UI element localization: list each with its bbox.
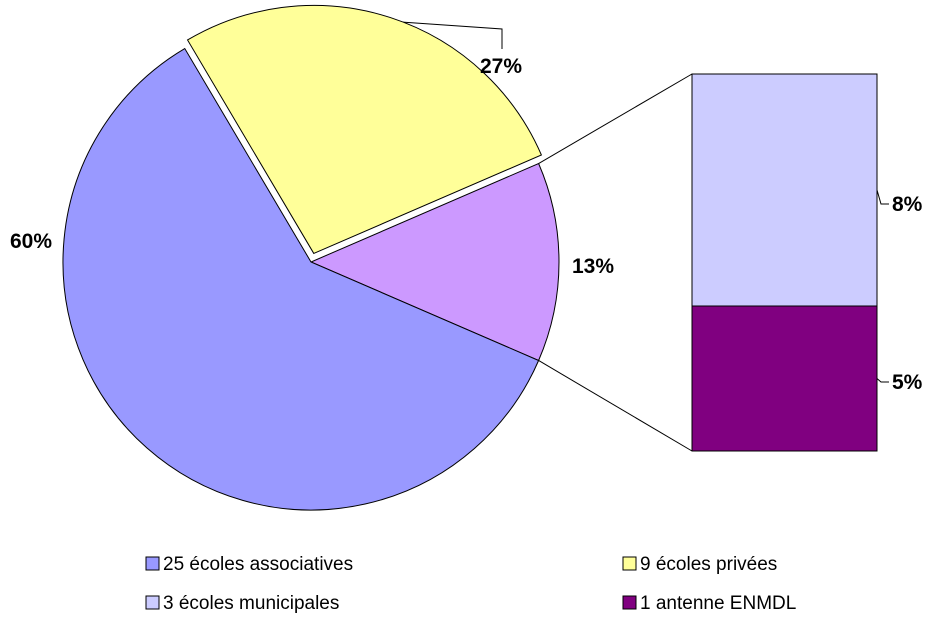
leader-line-municipales [876, 189, 889, 205]
connector-line-top [538, 73, 693, 164]
legend-item-municipales: 3 écoles municipales [145, 593, 339, 614]
leader-line-antenne [876, 378, 889, 383]
legend-item-privees: 9 écoles privées [622, 554, 777, 575]
data-labels: 60% 27% 13% 8% 5% [10, 55, 923, 394]
legend-label-municipales: 3 écoles municipales [163, 593, 339, 614]
legend-item-associatives: 25 écoles associatives [145, 554, 353, 575]
legend-item-antenne: 1 antenne ENMDL [622, 593, 796, 614]
bar-segment-municipales [691, 73, 878, 307]
pie-slice-privees [186, 4, 543, 255]
pie-slice-associatives [62, 47, 540, 511]
connector-line-bottom [538, 360, 693, 452]
data-label-associatives: 60% [10, 230, 52, 253]
breakout-bar [691, 73, 878, 452]
data-label-privees: 27% [480, 55, 522, 78]
legend-swatch-privees [622, 556, 637, 571]
pie-slice-municipales-antenne [309, 162, 560, 362]
data-label-municipales: 8% [892, 193, 923, 216]
legend-swatch-municipales [145, 595, 160, 610]
legend-swatch-antenne [622, 595, 637, 610]
data-label-municipales-antenne: 13% [572, 255, 614, 278]
pie-slices [62, 4, 560, 511]
legend-label-antenne: 1 antenne ENMDL [640, 593, 796, 614]
data-label-antenne: 5% [892, 371, 923, 394]
legend-swatch-associatives [145, 556, 160, 571]
legend-label-privees: 9 écoles privées [640, 554, 777, 575]
legend-label-associatives: 25 écoles associatives [163, 554, 353, 575]
bar-segment-antenne [691, 305, 878, 452]
legend: 25 écoles associatives 9 écoles privées … [145, 554, 796, 614]
